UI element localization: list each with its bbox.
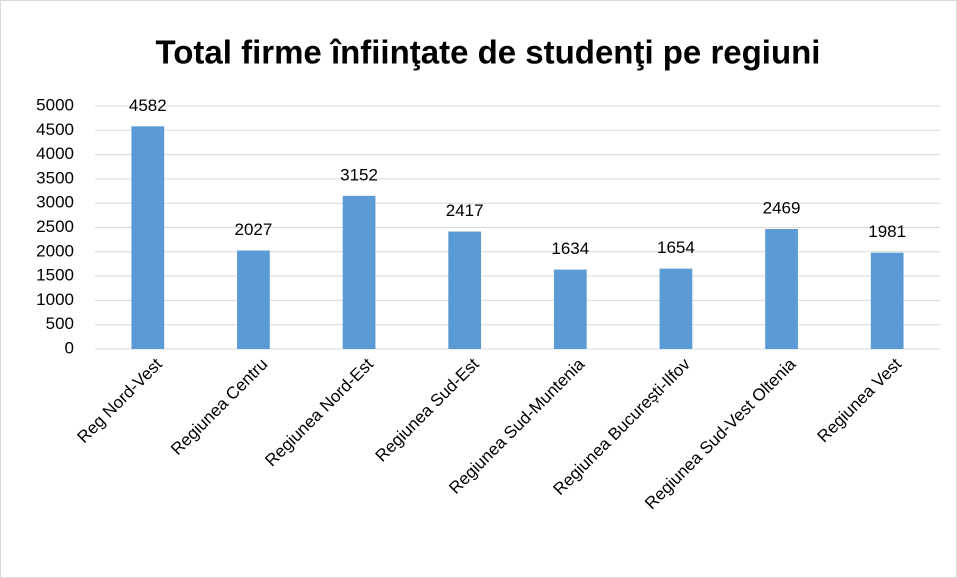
data-label: 2417 — [446, 201, 484, 220]
bar — [659, 268, 693, 349]
data-label: 1981 — [868, 222, 906, 241]
bar — [448, 231, 482, 349]
bar — [870, 252, 904, 349]
bar — [765, 229, 798, 349]
data-label: 2469 — [763, 198, 801, 217]
y-tick-label: 1000 — [36, 290, 74, 309]
y-tick-label: 5000 — [36, 95, 74, 114]
bar — [237, 250, 270, 349]
y-tick-label: 3000 — [36, 193, 74, 212]
y-tick-label: 2500 — [36, 217, 74, 236]
bar — [131, 126, 165, 350]
y-tick-label: 4000 — [36, 144, 74, 163]
data-label: 2027 — [235, 220, 273, 239]
y-tick-label: 1500 — [36, 266, 74, 285]
y-tick-label: 2000 — [36, 241, 74, 260]
data-label: 1654 — [657, 238, 695, 257]
y-tick-label: 3500 — [36, 168, 74, 187]
y-tick-label: 500 — [46, 314, 74, 333]
bar — [553, 269, 587, 349]
chart-title: Total firme înfiinţate de studenţi pe re… — [156, 34, 821, 71]
y-tick-label: 0 — [65, 338, 74, 357]
data-label: 3152 — [340, 165, 378, 184]
y-tick-label: 4500 — [36, 120, 74, 139]
data-label: 4582 — [129, 96, 167, 115]
data-label: 1634 — [551, 239, 589, 258]
bar — [342, 195, 376, 349]
